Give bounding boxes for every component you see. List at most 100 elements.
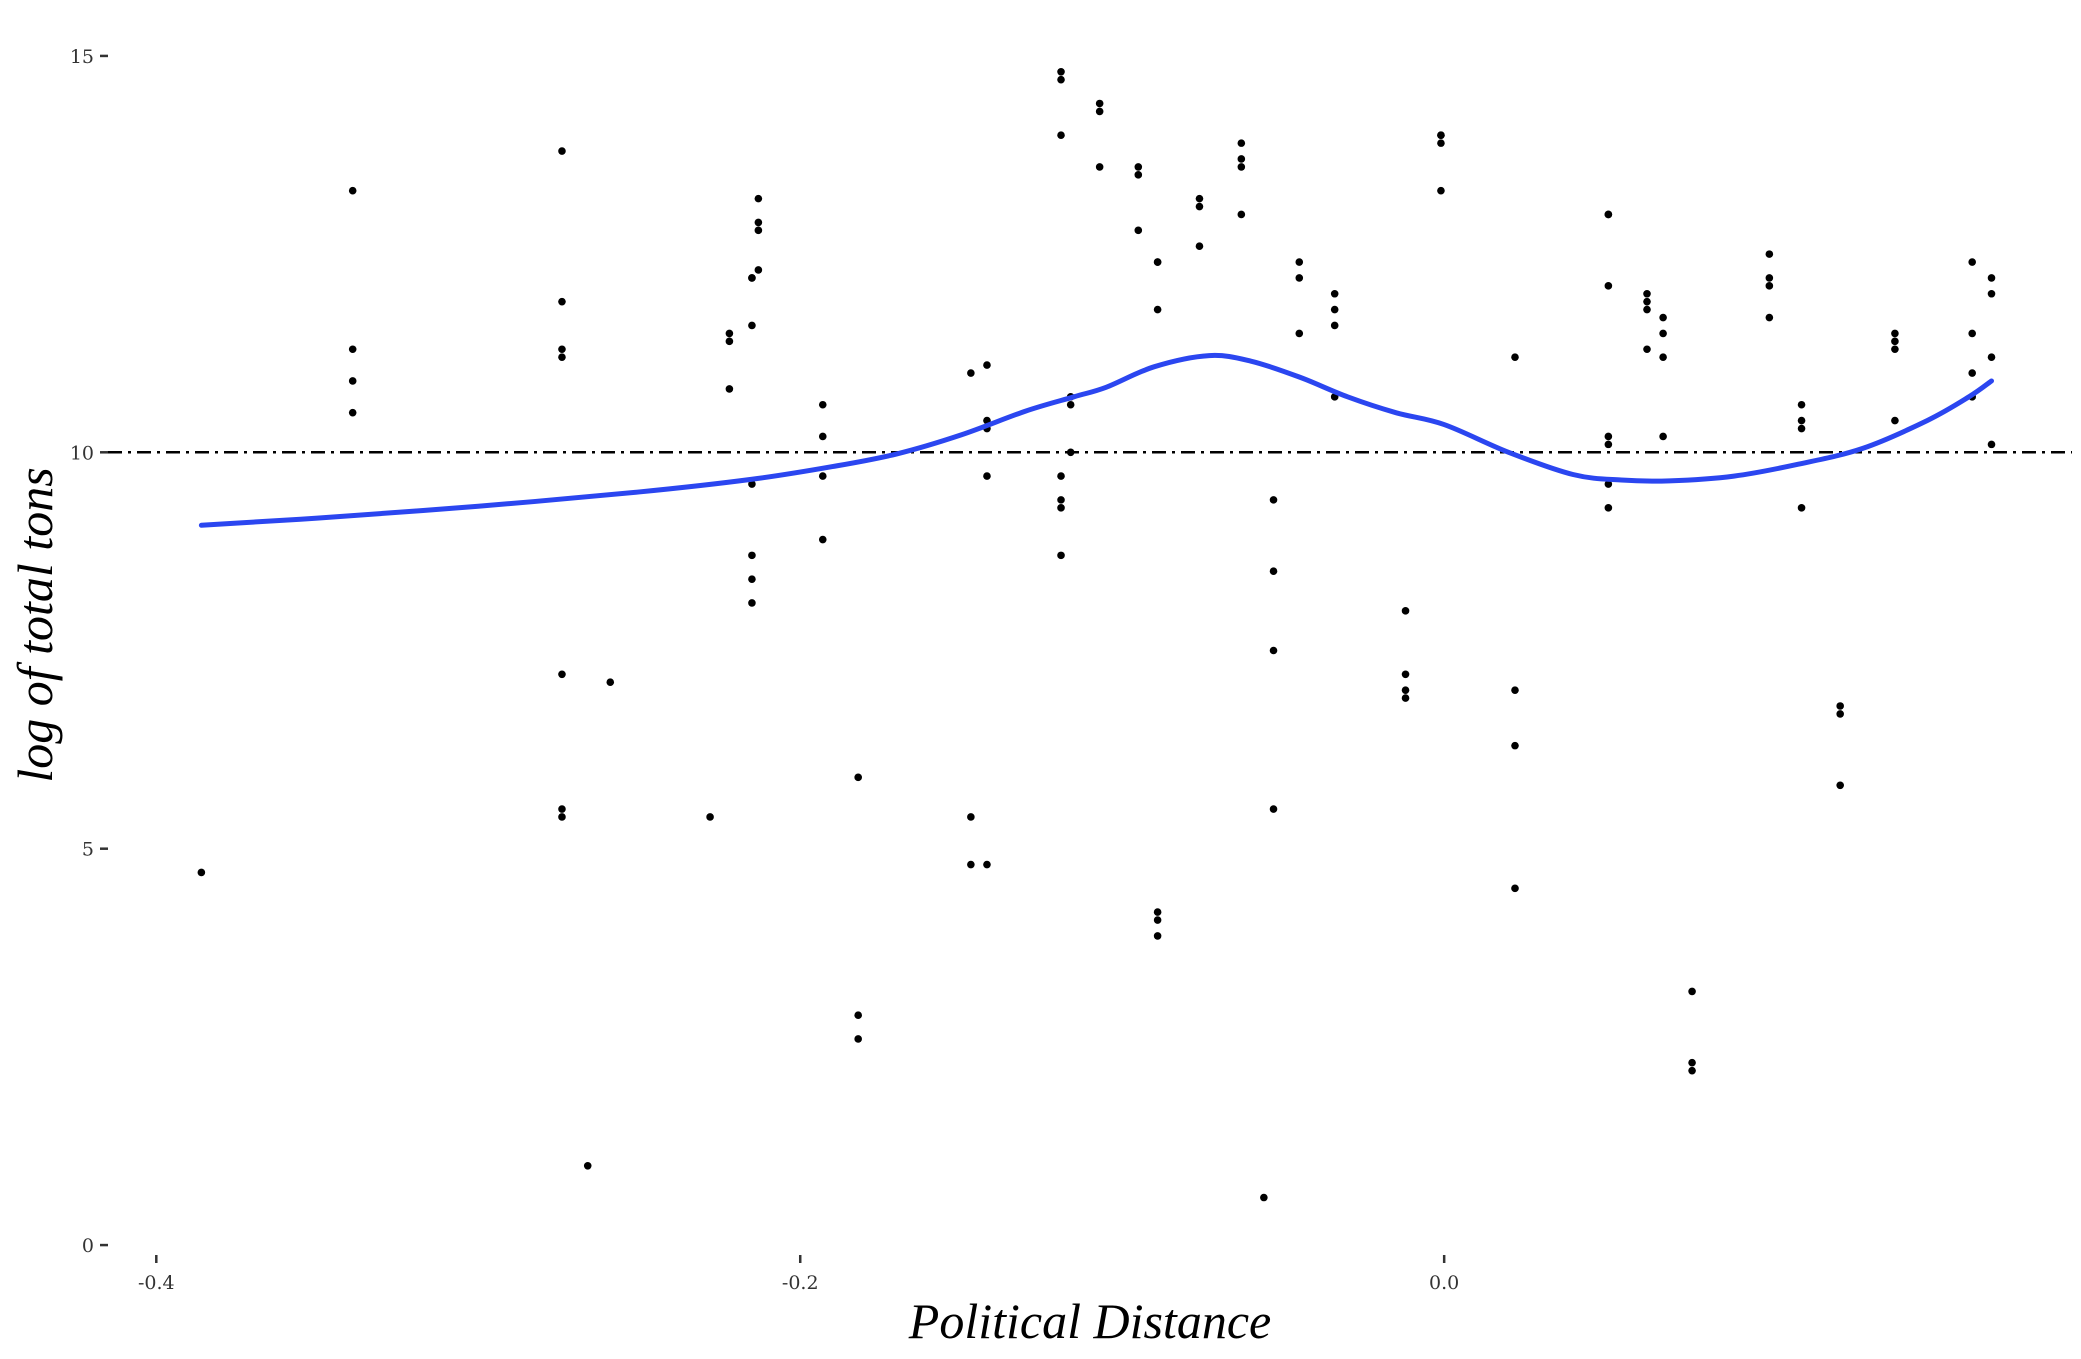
data-point (754, 218, 763, 227)
data-point (1260, 1193, 1268, 1202)
data-point (1643, 289, 1651, 298)
data-point (725, 329, 734, 338)
data-point (1968, 329, 1976, 338)
data-point (1968, 369, 1976, 377)
data-point (558, 147, 566, 155)
data-point (1153, 908, 1162, 916)
x-tick-label: -0.2 (782, 1272, 819, 1294)
data-point (1095, 107, 1104, 116)
data-point (1269, 567, 1278, 576)
y-tick-label: 10 (70, 442, 94, 464)
data-point (1836, 710, 1844, 718)
data-point (748, 480, 756, 488)
data-point (1511, 686, 1519, 694)
data-point (1295, 329, 1304, 338)
data-point (1330, 305, 1339, 314)
data-point (1057, 75, 1065, 84)
data-point (1604, 504, 1613, 512)
data-point (1401, 694, 1410, 702)
data-point (1066, 400, 1075, 409)
data-point (197, 868, 206, 877)
data-point (1797, 424, 1806, 433)
data-point (1401, 686, 1410, 694)
data-point (1688, 1066, 1696, 1075)
data-point (558, 813, 566, 821)
x-tick-label: 0.0 (1429, 1272, 1459, 1294)
data-point (1095, 99, 1104, 108)
data-point (348, 377, 357, 385)
data-point (748, 321, 756, 330)
data-point (1057, 131, 1065, 140)
data-point (348, 186, 357, 195)
data-point (1401, 670, 1410, 679)
data-point (1134, 163, 1143, 171)
data-point (1987, 353, 1996, 361)
data-point (1153, 258, 1162, 266)
data-point (1195, 242, 1204, 250)
data-point (1797, 400, 1806, 409)
data-point (1797, 416, 1806, 425)
data-point (818, 472, 827, 480)
data-point (818, 535, 827, 544)
y-tick-label: 0 (82, 1235, 94, 1257)
data-point (1604, 210, 1613, 219)
x-axis: -0.4 -0.2 0.0 (138, 1255, 1459, 1294)
data-point (348, 408, 357, 417)
data-point (1437, 186, 1445, 195)
data-point (706, 813, 714, 821)
data-point (558, 345, 566, 354)
data-point (1330, 321, 1339, 330)
data-point (1153, 932, 1162, 940)
smooth-line-layer (198, 352, 1995, 528)
data-point (1891, 345, 1899, 354)
data-point (818, 400, 827, 409)
data-point (1765, 274, 1774, 282)
data-point (1659, 432, 1667, 441)
y-tick-label: 5 (82, 839, 94, 861)
data-point (606, 678, 615, 687)
data-point (754, 194, 763, 203)
data-point (558, 805, 566, 813)
data-point (967, 860, 975, 869)
data-point (1153, 305, 1162, 314)
data-point (1237, 139, 1246, 147)
data-point (1511, 353, 1519, 361)
data-point (1057, 472, 1065, 480)
data-point (1195, 202, 1204, 211)
data-point (1095, 163, 1104, 171)
data-point (983, 860, 991, 869)
data-point (1987, 289, 1996, 298)
data-point (583, 1161, 592, 1170)
data-point (1604, 440, 1613, 449)
data-point (1659, 329, 1667, 338)
data-point (1295, 274, 1304, 282)
data-point (1511, 884, 1519, 893)
data-point (1836, 702, 1844, 710)
data-point (748, 599, 756, 607)
data-point (1604, 480, 1613, 488)
data-point (1153, 916, 1162, 924)
data-point (1437, 139, 1445, 147)
data-point (1891, 329, 1899, 338)
data-point (1237, 163, 1246, 171)
data-point (1057, 496, 1065, 504)
data-point (967, 369, 975, 377)
data-point (1797, 504, 1806, 512)
data-point (1765, 313, 1774, 322)
data-point (748, 551, 756, 560)
data-point (1057, 551, 1065, 560)
data-point (1134, 171, 1143, 179)
x-tick-label: -0.4 (138, 1272, 175, 1294)
y-axis-title: log of total tons (7, 467, 63, 782)
data-point (854, 1011, 862, 1019)
data-point (854, 773, 862, 782)
data-point (1269, 496, 1278, 504)
data-point (1604, 282, 1613, 290)
data-point (1643, 305, 1651, 314)
data-point (1659, 353, 1667, 361)
data-point (748, 274, 756, 282)
data-point (558, 297, 566, 306)
smooth-curve (198, 352, 1995, 528)
data-point (1643, 345, 1651, 354)
data-point (1269, 805, 1278, 813)
